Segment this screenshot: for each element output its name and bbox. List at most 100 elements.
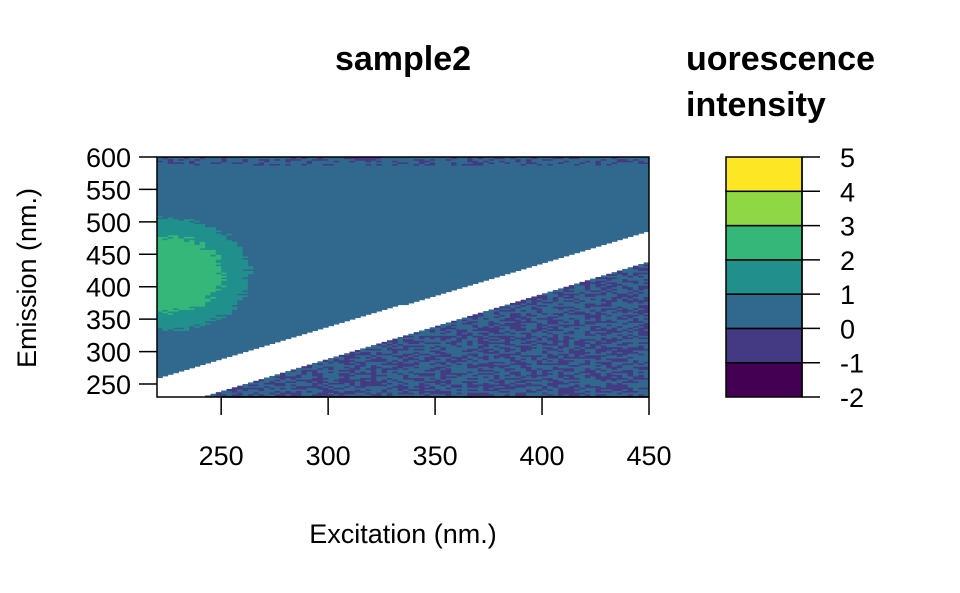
heatmap-cell xyxy=(616,299,623,302)
heatmap-cell xyxy=(509,340,527,343)
heatmap-cell xyxy=(552,385,559,388)
heatmap-cell xyxy=(333,366,345,369)
heatmap-cell xyxy=(622,351,639,354)
heatmap-cell xyxy=(157,346,260,349)
heatmap-cell xyxy=(483,388,500,392)
heatmap-cell xyxy=(579,320,586,323)
heatmap-cell xyxy=(403,353,415,356)
heatmap-cell xyxy=(461,374,474,377)
heatmap-cell xyxy=(210,291,249,294)
heatmap-cell xyxy=(579,307,602,310)
heatmap-cell xyxy=(376,351,383,354)
heatmap-cell xyxy=(627,335,634,338)
heatmap-cell xyxy=(590,289,602,293)
heatmap-cell xyxy=(483,160,490,163)
heatmap-cell xyxy=(638,333,649,336)
heatmap-cell xyxy=(467,319,500,322)
heatmap-cell xyxy=(386,393,393,396)
heatmap-cell xyxy=(627,267,634,270)
heatmap-cell xyxy=(584,387,597,390)
heatmap-cell xyxy=(622,311,629,314)
heatmap-cell xyxy=(568,311,575,314)
heatmap-cell xyxy=(226,278,249,281)
heatmap-cell xyxy=(445,374,457,377)
heatmap-cell xyxy=(440,325,447,328)
heatmap-cell xyxy=(424,392,431,395)
heatmap-cell xyxy=(579,293,586,296)
heatmap-cell xyxy=(215,249,244,252)
heatmap-cell xyxy=(472,328,500,332)
heatmap-cell xyxy=(440,327,457,330)
heatmap-cell xyxy=(558,354,564,357)
heatmap-cell xyxy=(210,293,238,296)
heatmap-cell xyxy=(392,392,399,395)
heatmap-cell xyxy=(547,327,554,330)
heatmap-cell xyxy=(509,358,516,361)
heatmap-cell xyxy=(600,327,607,330)
heatmap-cell xyxy=(285,377,292,380)
heatmap-cell xyxy=(509,369,527,372)
heatmap-cell xyxy=(194,218,649,221)
heatmap-cell xyxy=(445,384,452,387)
heatmap-cell xyxy=(493,354,511,357)
heatmap-cell xyxy=(531,296,548,299)
heatmap-cell xyxy=(563,289,575,293)
heatmap-cell xyxy=(611,288,618,291)
heatmap-cell xyxy=(189,306,238,309)
heatmap-cell xyxy=(600,351,613,354)
heatmap-cell xyxy=(515,157,532,160)
heatmap-cell xyxy=(467,157,474,160)
legend-tick-label: 4 xyxy=(840,177,855,207)
heatmap-cell xyxy=(499,324,527,327)
heatmap-cell xyxy=(547,371,559,374)
heatmap-cell xyxy=(606,333,618,336)
heatmap-cell xyxy=(504,366,522,369)
heatmap-cell xyxy=(579,157,613,160)
heatmap-cell xyxy=(574,343,586,346)
heatmap-cell xyxy=(376,354,393,357)
heatmap-cell xyxy=(509,354,522,357)
heatmap-cell xyxy=(328,371,334,374)
heatmap-cell xyxy=(456,332,463,335)
heatmap-cell xyxy=(354,366,361,369)
heatmap-cell xyxy=(574,372,580,375)
heatmap-cell xyxy=(322,367,329,370)
heatmap-cell xyxy=(157,215,163,218)
heatmap-cell xyxy=(413,356,425,359)
heatmap-cell xyxy=(354,374,372,377)
heatmap-cell xyxy=(344,362,356,366)
legend-swatch xyxy=(725,224,803,261)
heatmap-cell xyxy=(616,288,629,291)
heatmap-cell xyxy=(215,314,367,317)
heatmap-cell xyxy=(413,338,441,341)
heatmap-cell xyxy=(269,158,276,161)
heatmap-cell xyxy=(536,298,543,301)
heatmap-cell xyxy=(376,369,383,372)
heatmap-cell xyxy=(632,356,649,359)
heatmap-cell xyxy=(590,160,597,163)
heatmap-cell xyxy=(595,294,618,297)
heatmap-cell xyxy=(467,372,479,375)
heatmap-cell xyxy=(386,387,393,390)
heatmap-cell xyxy=(397,161,409,164)
heatmap-cell xyxy=(461,345,479,348)
x-tick-label: 300 xyxy=(306,441,351,471)
heatmap-cell xyxy=(638,289,649,293)
heatmap-cell xyxy=(595,333,602,336)
heatmap-cell xyxy=(274,380,286,383)
heatmap-cell xyxy=(568,338,580,341)
heatmap-cell xyxy=(157,217,169,220)
heatmap-cell xyxy=(157,293,211,296)
heatmap-cell xyxy=(424,369,436,372)
heatmap-cell xyxy=(397,379,415,382)
heatmap-cell xyxy=(579,364,597,367)
y-axis-label: Emission (nm.) xyxy=(12,188,42,368)
heatmap-cell xyxy=(392,351,399,354)
heatmap-cell xyxy=(488,335,516,338)
heatmap-cell xyxy=(360,380,388,383)
heatmap-cell xyxy=(590,312,597,315)
heatmap-cell xyxy=(461,335,468,338)
heatmap-cell xyxy=(242,252,575,255)
heatmap-cell xyxy=(632,273,639,276)
heatmap-cell xyxy=(526,335,538,338)
